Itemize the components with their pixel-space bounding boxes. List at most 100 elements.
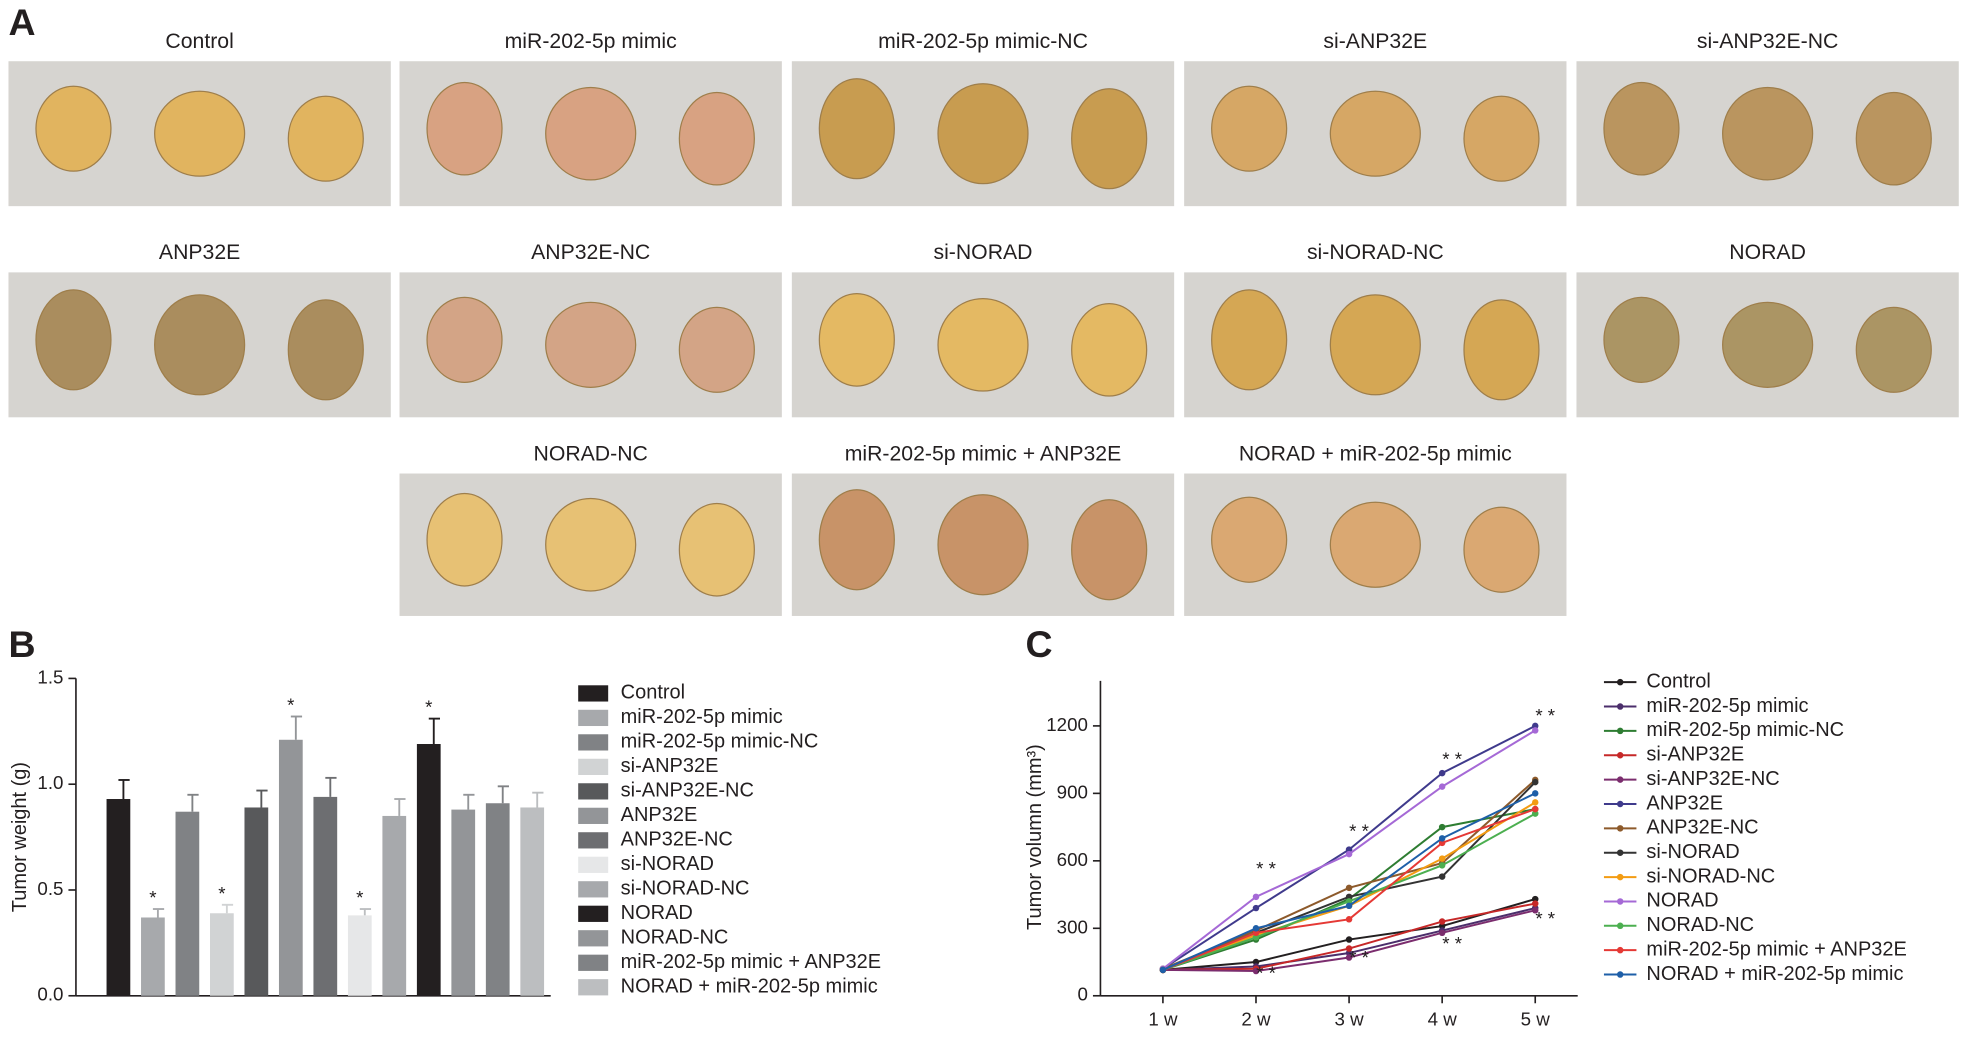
tumor [154, 90, 246, 177]
y-tick-label: 300 [1057, 916, 1088, 937]
legend-swatch [578, 734, 609, 751]
tumor [818, 78, 895, 180]
tumor [1211, 289, 1288, 391]
y-tick-label: 0.0 [37, 984, 63, 1005]
tumor [1071, 499, 1148, 601]
point [1438, 769, 1446, 777]
y-tick-label: 1.5 [37, 666, 63, 687]
significance: * [356, 887, 363, 908]
legend-marker [1616, 825, 1624, 832]
significance: * * [1349, 947, 1369, 968]
legend-label: NORAD-NC [1646, 914, 1754, 936]
photo-caption: Control [165, 30, 233, 53]
tumor [426, 296, 503, 383]
legend-marker [1616, 703, 1624, 710]
y-tick-label: 900 [1057, 781, 1088, 802]
legend-swatch [578, 758, 609, 776]
point [1531, 895, 1539, 903]
legend-label: NORAD-NC [621, 927, 729, 949]
legend-label: si-NORAD [621, 853, 714, 875]
y-axis-title: Tumor volumn (mm³) [1024, 744, 1046, 930]
legend-label: ANP32E [621, 804, 698, 826]
legend-label: miR-202-5p mimic + ANP32E [621, 951, 881, 973]
photo-caption: si-NORAD-NC [1307, 241, 1444, 264]
legend-label: miR-202-5p mimic [621, 706, 783, 728]
bar [347, 915, 372, 996]
tumor [937, 83, 1029, 185]
photo-caption: miR-202-5p mimic + ANP32E [845, 442, 1122, 465]
tumor [937, 494, 1029, 596]
legend-swatch [578, 930, 609, 947]
legend-label: si-NORAD-NC [621, 878, 750, 900]
bar [416, 744, 441, 996]
bar [451, 809, 476, 996]
legend-swatch [578, 832, 609, 849]
point [1345, 954, 1353, 961]
tumor [545, 301, 637, 388]
significance: * * [1256, 962, 1276, 983]
significance: * * [1442, 933, 1462, 954]
tumor [1855, 91, 1932, 186]
point [1345, 893, 1353, 901]
legend-marker [1616, 873, 1624, 881]
photo-caption: NORAD-NC [534, 442, 648, 465]
significance: * [218, 883, 225, 904]
tumor [35, 85, 112, 172]
point [1438, 922, 1446, 930]
bar [244, 807, 269, 996]
point [1345, 945, 1353, 952]
legend-label: Control [621, 682, 685, 704]
point [1345, 898, 1353, 905]
point [1438, 918, 1446, 925]
photo-caption: miR-202-5p mimic [505, 30, 678, 53]
legend-label: NORAD + miR-202-5p mimic [621, 976, 878, 998]
tumor [426, 492, 503, 587]
legend-label: miR-202-5p mimic + ANP32E [1646, 938, 1906, 960]
tumor [545, 497, 637, 592]
significance: * * [1535, 705, 1555, 726]
bar [520, 807, 545, 996]
legend-label: ANP32E [1646, 792, 1723, 814]
photo-caption: si-ANP32E-NC [1697, 30, 1839, 53]
tumor [818, 292, 895, 387]
point [1345, 846, 1353, 853]
photo-caption: ANP32E [159, 241, 240, 264]
legend-marker [1616, 727, 1624, 735]
tumor [678, 306, 755, 393]
bar [382, 815, 407, 996]
y-tick-label: 1.0 [37, 772, 63, 793]
point [1438, 783, 1446, 790]
legend-label: si-ANP32E [621, 755, 719, 777]
photo-caption: ANP32E-NC [531, 241, 650, 264]
legend-swatch [578, 709, 609, 727]
significance: * * [1535, 908, 1555, 929]
point [1531, 722, 1539, 730]
y-axis-title: Tumor weight (g) [9, 762, 31, 912]
panel-label: A [8, 1, 35, 43]
bar [278, 739, 303, 996]
y-tick-label: 0.5 [37, 878, 63, 899]
tumor [1071, 302, 1148, 397]
x-tick-label: 2 w [1241, 1009, 1271, 1030]
point [1438, 855, 1446, 862]
point [1438, 823, 1446, 831]
tumor [818, 489, 895, 591]
significance: * [287, 694, 294, 715]
legend-marker [1616, 946, 1624, 954]
point [1345, 916, 1353, 923]
legend-label: si-NORAD [1646, 841, 1739, 863]
x-tick-label: 3 w [1334, 1009, 1364, 1030]
point [1531, 778, 1539, 786]
tumor [35, 289, 112, 391]
tumor [1463, 299, 1540, 401]
legend-marker [1616, 752, 1624, 759]
point [1531, 790, 1539, 797]
point [1438, 873, 1446, 880]
legend-label: si-NORAD-NC [1646, 865, 1775, 887]
point [1159, 966, 1167, 974]
x-tick-label: 4 w [1428, 1009, 1458, 1030]
legend-swatch [578, 685, 609, 702]
tumor [287, 299, 364, 401]
legend-marker [1616, 898, 1624, 905]
legend-swatch [578, 783, 609, 800]
